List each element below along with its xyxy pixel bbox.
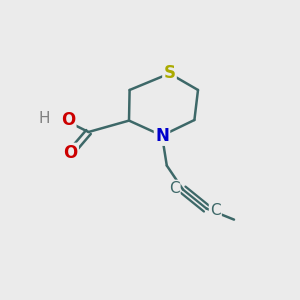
Text: O: O [63,144,78,162]
Text: C: C [210,203,220,218]
Text: H: H [39,111,50,126]
Text: C: C [169,181,179,196]
Text: O: O [61,111,75,129]
Text: S: S [164,64,175,82]
Text: N: N [155,127,169,145]
